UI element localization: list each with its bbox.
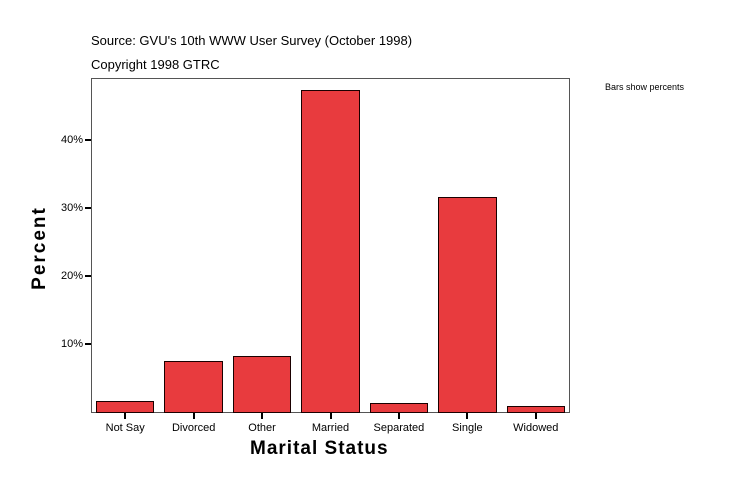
copyright: Copyright 1998 GTRC [91, 57, 220, 72]
x-tick-label: Single [452, 422, 483, 434]
x-tick-label: Widowed [513, 422, 559, 434]
y-tick-mark [85, 275, 91, 277]
y-tick-mark [85, 343, 91, 345]
bar [301, 90, 360, 413]
x-tick [261, 413, 264, 419]
x-tick-label: Married [311, 422, 350, 434]
y-tick-mark [85, 207, 91, 209]
bar [232, 355, 292, 413]
y-axis-label: Percent [29, 206, 50, 290]
x-tick [534, 413, 537, 419]
bar [506, 406, 565, 413]
y-tick: 10% [55, 338, 95, 350]
bar [369, 402, 429, 413]
y-tick-label: 30% [60, 202, 83, 214]
y-tick-label: 40% [60, 134, 83, 146]
y-tick-mark [85, 139, 91, 141]
x-tick [466, 413, 469, 419]
x-axis-label: Marital Status [250, 438, 389, 459]
x-tick [192, 413, 195, 419]
y-tick-label: 20% [60, 270, 83, 282]
bar [438, 196, 497, 413]
y-tick: 40% [55, 134, 95, 146]
x-tick [124, 413, 127, 419]
y-tick-label: 10% [60, 338, 83, 350]
bars-note: Bars show percents [605, 82, 685, 92]
x-tick [329, 413, 332, 419]
x-tick [397, 413, 400, 419]
x-tick-label: Divorced [171, 422, 216, 434]
x-tick-label: Separated [373, 422, 425, 434]
x-tick-label: Not Say [105, 422, 145, 434]
bar [164, 361, 223, 413]
source-title: Source: GVU's 10th WWW User Survey (Octo… [91, 33, 413, 48]
bar [96, 400, 155, 413]
y-tick: 30% [55, 202, 95, 214]
x-tick-label: Other [248, 422, 276, 434]
y-tick: 20% [55, 270, 95, 282]
